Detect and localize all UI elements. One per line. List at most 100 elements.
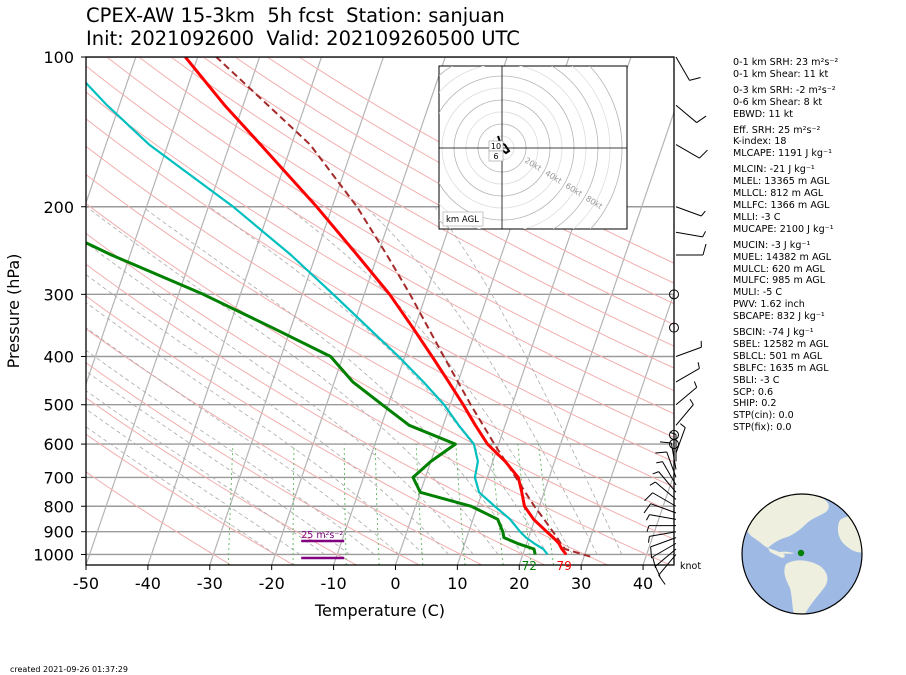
wind-barb: [649, 481, 677, 500]
moist-adiabat: [86, 327, 400, 555]
barb-staff: [666, 451, 677, 478]
barb-half: [700, 340, 702, 348]
barb-staff: [675, 231, 703, 238]
index-line: SCP: 0.6: [733, 386, 774, 398]
dry-adiabat: [86, 91, 674, 439]
barb-staff: [675, 346, 702, 357]
mixing-ratio-line: [415, 444, 424, 565]
index-line: STP(fix): 0.0: [733, 422, 792, 434]
index-line: 0-1 km Shear: 11 kt: [733, 68, 829, 80]
y-tick-label: 300: [43, 285, 74, 304]
isotherm-line: [209, 57, 384, 565]
barb-staff: [662, 461, 677, 486]
index-line: MLLI: -3 C: [733, 211, 781, 223]
barb-staff: [670, 442, 677, 470]
barb-half: [647, 536, 650, 543]
wind-barb: [647, 531, 677, 543]
barb-half: [702, 231, 707, 238]
surface-value-label: 79: [557, 559, 572, 573]
wind-barb: [675, 206, 706, 217]
wind-barb: [644, 492, 677, 507]
index-line: MULFC: 985 m AGL: [733, 275, 826, 287]
index-line: K-index: 18: [733, 136, 787, 148]
barb-full: [655, 451, 667, 454]
y-tick-label: 600: [43, 435, 74, 454]
wind-barb: [646, 525, 676, 532]
wind-barb: [675, 423, 686, 454]
barb-staff: [675, 144, 700, 159]
indices-panel: 0-1 km SRH: 23 m²s⁻² 0-1 km Shear: 11 kt 0…: [733, 57, 838, 434]
barb-half: [693, 381, 698, 388]
wind-barb: [652, 542, 677, 569]
mixing-ratio-line: [538, 444, 555, 565]
moist-adiabat: [142, 206, 524, 555]
dry-adiabat: [202, 57, 674, 326]
index-line: Eff. SRH: 25 m²s⁻²: [733, 124, 821, 136]
dry-adiabat: [298, 57, 674, 264]
barb-staff: [652, 542, 677, 558]
x-tick-label: -30: [197, 574, 223, 593]
wind-barb: [650, 537, 677, 559]
wetbulb-trace: [86, 81, 549, 556]
barb-full: [658, 574, 666, 585]
index-line: MUEL: 14382 m AGL: [733, 251, 832, 263]
barb-staff: [675, 368, 700, 383]
barb-staff: [675, 427, 686, 454]
index-line: 0-6 km Shear: 8 kt: [733, 96, 823, 108]
y-tick-label: 700: [43, 468, 74, 487]
index-line: PWV: 1.62 inch: [733, 299, 805, 311]
index-line: STP(cin): 0.0: [733, 410, 794, 422]
isotherm-line: [86, 57, 199, 386]
y-tick-label: 400: [43, 348, 74, 367]
dry-adiabat: [234, 57, 674, 305]
barb-half: [669, 431, 677, 435]
barb-full: [644, 492, 653, 502]
barb-half: [679, 423, 686, 428]
moist-adiabat: [86, 370, 350, 555]
barb-half: [697, 362, 700, 369]
dry-adiabat: [86, 118, 674, 463]
index-line: MLCIN: -21 J kg⁻¹: [733, 164, 815, 176]
barb-staff: [652, 492, 677, 507]
dry-adiabat: [86, 471, 232, 565]
dry-adiabat: [86, 203, 674, 540]
barb-staff: [650, 537, 677, 548]
dry-adiabat: [86, 145, 674, 488]
y-axis-label: Pressure (hPa): [4, 254, 23, 369]
mixing-ratio-line: [292, 444, 295, 565]
wind-barb: [675, 231, 707, 238]
wind-barb: [643, 503, 677, 514]
index-line: MULI: -5 C: [733, 287, 783, 299]
hodograph-height-label: 10: [491, 142, 501, 151]
moist-adiabat: [86, 302, 425, 555]
barb-half: [649, 481, 656, 486]
wind-units-label: knot: [680, 561, 701, 572]
index-line: SBLI: -3 C: [733, 374, 780, 386]
index-line: MLEL: 13365 m AGL: [733, 176, 830, 188]
mixing-ratio-line: [227, 444, 234, 565]
x-tick-label: 10: [447, 574, 467, 593]
dry-adiabat: [138, 57, 674, 369]
dewpoint-trace: [86, 241, 537, 555]
dry-adiabat: [106, 57, 674, 392]
barb-half: [700, 210, 706, 217]
y-tick-label: 100: [43, 48, 74, 67]
mixing-ratio-line: [455, 444, 466, 565]
index-line: SBCAPE: 832 J kg⁻¹: [733, 311, 825, 323]
barb-staff: [675, 56, 690, 81]
mixing-ratio-line: [491, 444, 504, 565]
calm-wind-circle: [669, 429, 679, 440]
barb-full: [699, 149, 708, 159]
wind-barb: [652, 471, 677, 493]
barb-full: [654, 566, 661, 577]
isotherm-line: [580, 291, 674, 565]
calm-wind-circle: [669, 322, 679, 333]
dry-adiabat: [86, 65, 674, 415]
barb-staff: [650, 503, 677, 514]
barb-half: [652, 471, 659, 475]
surface-value-label: 72: [522, 559, 537, 573]
moist-adiabat: [86, 408, 301, 555]
dry-adiabat: [266, 57, 674, 284]
index-line: SBCIN: -74 J kg⁻¹: [733, 327, 814, 339]
barb-half: [656, 461, 663, 464]
